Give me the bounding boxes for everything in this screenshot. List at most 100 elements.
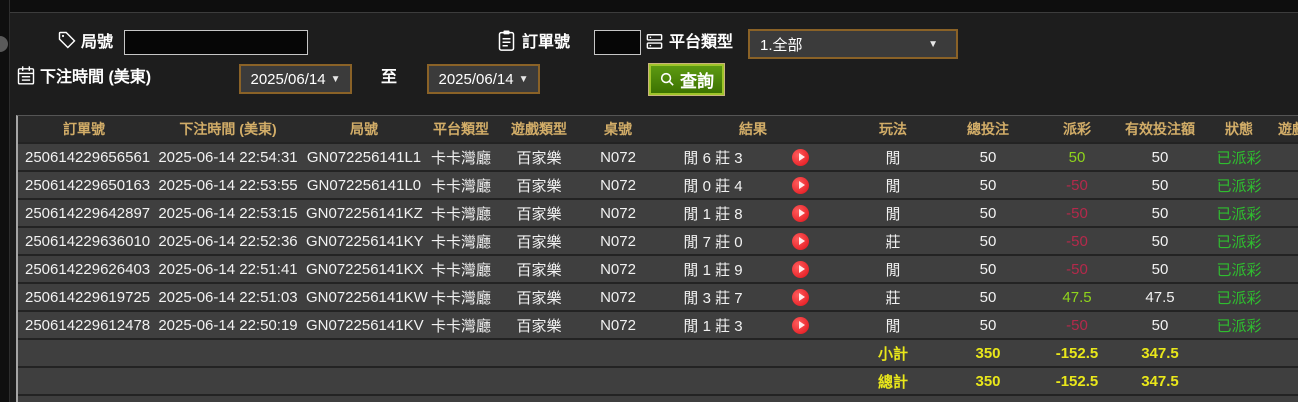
cell-game-type: 百家樂 [516,205,562,223]
round-id-input[interactable] [124,30,308,55]
cell-total-bet: 50 [979,260,997,278]
play-video-button[interactable] [792,316,809,334]
cell-platform: 卡卡灣廳 [430,261,491,279]
date-to-value: 2025/06/14 [438,70,514,88]
cell-status: 已派彩 [1216,233,1262,251]
search-button-label: 查詢 [680,72,714,91]
table-row: 250614229636010 2025-06-14 22:52:36 GN07… [18,228,1298,254]
date-range-to-label: 至 [381,69,398,86]
cell-bet-time: 2025-06-14 22:53:55 [158,176,298,194]
play-video-button[interactable] [792,260,809,278]
cell-order-id: 250614229612478 [25,316,151,334]
cell-round-id: GN072256141KZ [306,204,423,222]
bet-time-label: 下注時間 (美東) [40,69,152,86]
result-text: 閒 1 莊 3 [683,317,743,335]
cell-platform: 卡卡灣廳 [430,233,491,251]
tag-icon [57,30,77,50]
magnifier-icon [659,71,676,88]
platform-type-value: 1.全部 [760,36,803,54]
col-header-bet-time: 下注時間 (美東) [179,121,277,137]
platform-type-label: 平台類型 [669,34,734,51]
round-id-label: 局號 [81,34,114,51]
cell-status: 已派彩 [1216,149,1262,167]
cell-status: 已派彩 [1216,317,1262,335]
cell-bet-time: 2025-06-14 22:51:03 [158,288,298,306]
partial-row [18,396,1298,402]
cell-payout: -50 [1066,204,1088,222]
platform-type-select[interactable]: 1.全部 ▼ [748,29,958,59]
cell-round-id: GN072256141L1 [306,148,422,166]
cell-order-id: 250614229619725 [25,288,151,306]
left-edge-panel [0,0,10,402]
cell-valid-bet: 50 [1151,232,1169,250]
play-video-button[interactable] [792,176,809,194]
grand-total-label: 總計 [877,373,908,391]
cell-status: 已派彩 [1216,177,1262,195]
order-id-input[interactable] [594,30,641,55]
cell-round-id: GN072256141L0 [306,176,422,194]
cell-round-id: GN072256141KW [306,288,428,306]
cell-bet-type: 閒 [885,149,901,167]
cell-result: 閒 6 莊 3 [658,147,848,168]
cell-table-no: N072 [600,316,636,334]
cell-status: 已派彩 [1216,289,1262,307]
col-header-table-no: 桌號 [604,121,632,137]
search-button[interactable]: 查詢 [648,63,725,96]
cell-table-no: N072 [600,288,636,306]
grand-total-row: 總計 350 -152.5 347.5 [18,368,1298,394]
play-icon [798,209,805,217]
play-video-button[interactable] [792,204,809,222]
col-header-game: 遊戲 [1278,121,1298,137]
cell-order-id: 250614229656561 [25,148,151,166]
cell-platform: 卡卡灣廳 [430,205,491,223]
cell-result: 閒 7 莊 0 [658,231,848,252]
cell-bet-time: 2025-06-14 22:54:31 [158,148,298,166]
cell-bet-type: 莊 [885,233,901,251]
cell-valid-bet: 47.5 [1145,288,1175,306]
cell-table-no: N072 [600,260,636,278]
cell-platform: 卡卡灣廳 [430,149,491,167]
grand-total-total-bet: 350 [975,372,1001,390]
cell-round-id: GN072256141KY [306,232,424,250]
col-header-valid-bet: 有效投注額 [1125,121,1195,137]
cell-payout: -50 [1066,260,1088,278]
date-from-value: 2025/06/14 [250,70,326,88]
grand-total-valid-bet: 347.5 [1141,372,1179,390]
col-header-round-id: 局號 [350,121,378,137]
result-text: 閒 1 莊 9 [683,261,743,279]
clipboard-icon [496,29,517,52]
table-row: 250614229650163 2025-06-14 22:53:55 GN07… [18,172,1298,198]
table-row: 250614229619725 2025-06-14 22:51:03 GN07… [18,284,1298,310]
cell-payout: -50 [1066,176,1088,194]
cell-game-type: 百家樂 [516,289,562,307]
order-id-label: 訂單號 [522,34,571,51]
cell-platform: 卡卡灣廳 [430,289,491,307]
cell-valid-bet: 50 [1151,204,1169,222]
cell-order-id: 250614229642897 [25,204,151,222]
cell-total-bet: 50 [979,316,997,334]
play-video-button[interactable] [792,148,809,166]
cell-game-type: 百家樂 [516,261,562,279]
col-header-order-id: 訂單號 [63,121,105,137]
date-to-picker[interactable]: 2025/06/14 ▼ [427,64,540,94]
drawer-collapse-handle[interactable] [0,36,8,52]
table-row: 250614229656561 2025-06-14 22:54:31 GN07… [18,144,1298,170]
chevron-down-icon: ▼ [518,73,529,85]
cell-valid-bet: 50 [1151,260,1169,278]
play-video-button[interactable] [792,288,809,306]
result-text: 閒 3 莊 7 [683,289,743,307]
cell-bet-time: 2025-06-14 22:50:19 [158,316,298,334]
play-icon [798,181,805,189]
chevron-down-icon: ▼ [928,38,938,50]
cell-valid-bet: 50 [1151,148,1169,166]
result-text: 閒 0 莊 4 [683,177,743,195]
date-from-picker[interactable]: 2025/06/14 ▼ [239,64,352,94]
col-header-result: 結果 [739,121,767,137]
cell-total-bet: 50 [979,288,997,306]
cell-bet-time: 2025-06-14 22:52:36 [158,232,298,250]
play-video-button[interactable] [792,232,809,250]
cell-table-no: N072 [600,204,636,222]
cell-bet-type: 莊 [885,289,901,307]
play-icon [798,293,805,301]
subtotal-label: 小計 [877,345,908,363]
